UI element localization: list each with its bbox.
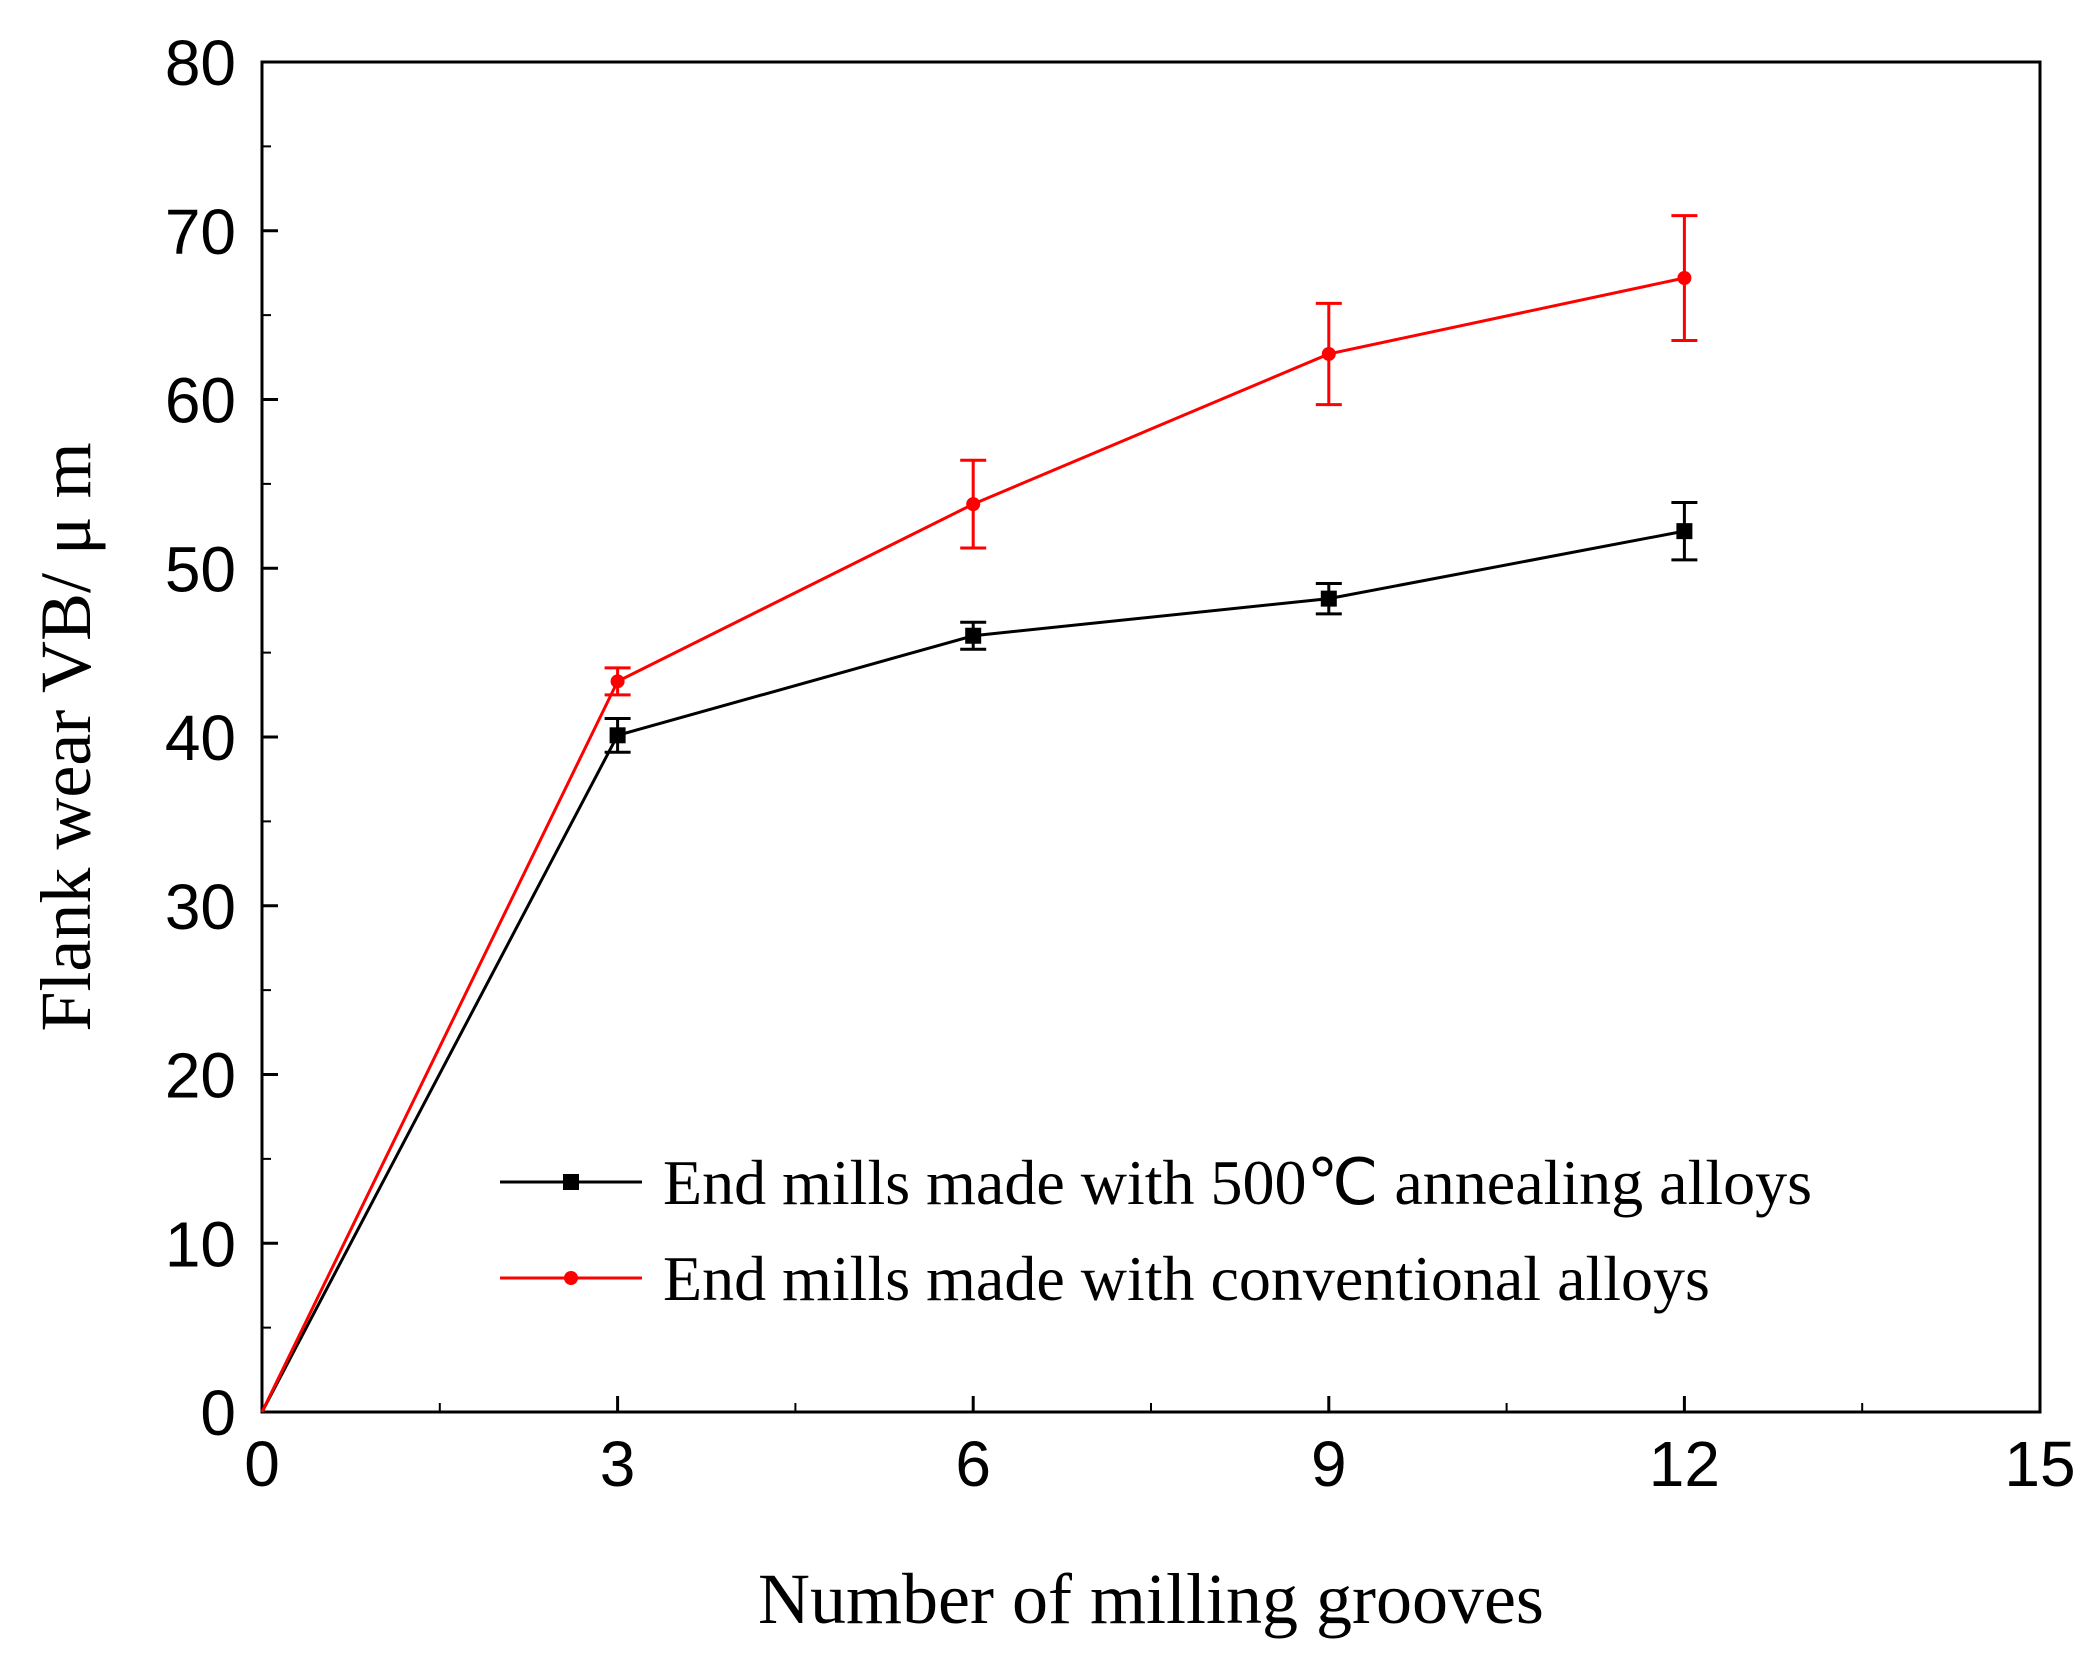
- y-tick-label: 40: [165, 702, 236, 774]
- y-axis-title: Flank wear VB/ μ m: [26, 442, 106, 1031]
- series-line: [260, 276, 1685, 1413]
- y-tick-label: 70: [165, 196, 236, 268]
- x-tick-label: 6: [955, 1428, 991, 1500]
- series-0: [260, 500, 1698, 1413]
- data-point: [1320, 590, 1337, 607]
- data-point: [609, 727, 626, 744]
- legend-label-annealing: End mills made with 500℃ annealing alloy…: [663, 1147, 1812, 1218]
- x-axis-title: Number of milling grooves: [758, 1559, 1544, 1639]
- y-tick-label: 50: [165, 533, 236, 605]
- y-axis-ticks: 0 10 20 30 40 50 60 70 80: [165, 27, 278, 1449]
- y-tick-label: 20: [165, 1040, 236, 1112]
- legend-marker-annealing: [563, 1174, 579, 1190]
- x-axis-ticks: 0 3 6 9 12 15: [244, 1396, 2076, 1500]
- legend-label-conventional: End mills made with conventional alloys: [663, 1243, 1710, 1314]
- x-tick-label: 15: [2004, 1428, 2075, 1500]
- legend: End mills made with 500℃ annealing alloy…: [500, 1147, 1812, 1314]
- series-layer: [260, 214, 1698, 1413]
- x-tick-label: 3: [600, 1428, 636, 1500]
- y-tick-label: 60: [165, 365, 236, 437]
- data-point: [1677, 271, 1692, 285]
- y-tick-label: 30: [165, 871, 236, 943]
- y-tick-label: 80: [165, 27, 236, 99]
- data-point: [1676, 523, 1693, 540]
- series-1: [260, 214, 1698, 1413]
- x-tick-label: 9: [1311, 1428, 1347, 1500]
- y-tick-label: 10: [165, 1208, 236, 1280]
- data-point: [966, 497, 981, 512]
- y-tick-label: 0: [200, 1377, 236, 1449]
- data-point: [965, 627, 982, 644]
- data-point: [610, 674, 625, 689]
- legend-marker-conventional: [564, 1271, 578, 1285]
- x-tick-label: 0: [244, 1428, 280, 1500]
- x-tick-label: 12: [1649, 1428, 1720, 1500]
- data-point: [1321, 346, 1336, 361]
